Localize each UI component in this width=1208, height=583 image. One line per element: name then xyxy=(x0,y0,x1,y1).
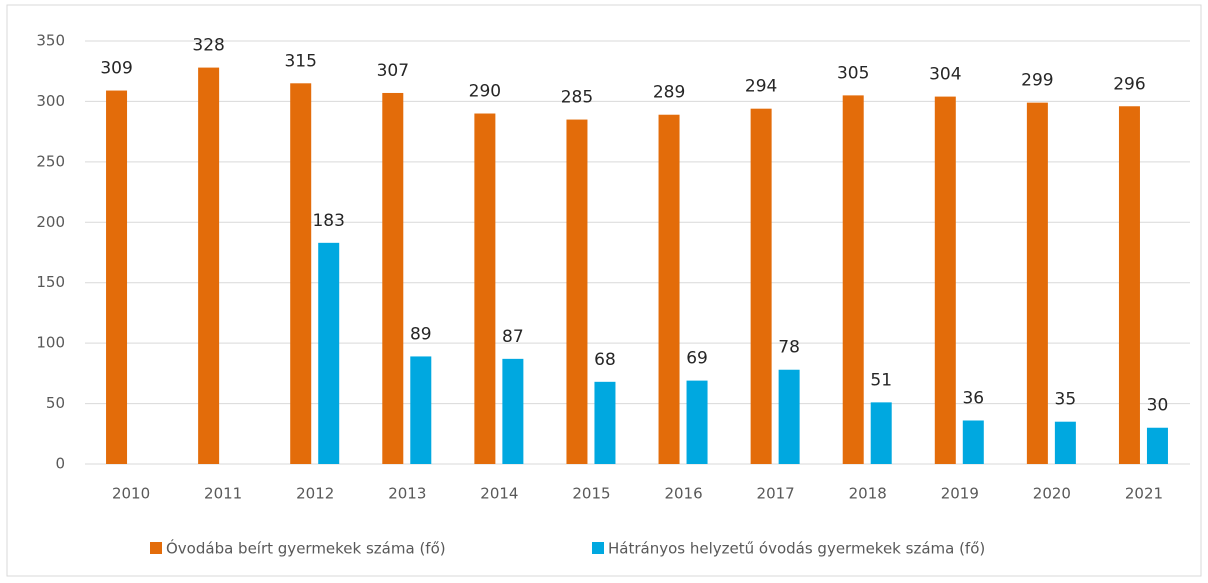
bar xyxy=(410,356,432,464)
x-tick-label: 2017 xyxy=(757,485,795,503)
bar xyxy=(318,242,340,464)
legend-label: Óvodába beírt gyermekek száma (fő) xyxy=(166,539,446,558)
y-tick-label: 250 xyxy=(36,152,65,170)
data-label: 299 xyxy=(1021,71,1053,91)
x-tick-label: 2010 xyxy=(112,485,150,503)
bar xyxy=(1026,102,1048,464)
y-tick-label: 0 xyxy=(55,455,65,473)
x-tick-label: 2016 xyxy=(664,485,702,503)
data-label: 309 xyxy=(100,59,132,79)
data-label: 183 xyxy=(312,211,344,231)
data-label: 51 xyxy=(870,370,892,390)
data-label: 328 xyxy=(192,36,224,56)
x-tick-label: 2012 xyxy=(296,485,334,503)
bar xyxy=(566,119,588,465)
x-tick-label: 2021 xyxy=(1125,485,1163,503)
x-tick-label: 2013 xyxy=(388,485,426,503)
bar xyxy=(686,380,708,464)
bar xyxy=(198,67,220,465)
data-label: 89 xyxy=(410,324,432,344)
x-tick-label: 2019 xyxy=(941,485,979,503)
data-label: 307 xyxy=(377,61,409,81)
y-tick-label: 50 xyxy=(46,394,65,412)
x-tick-label: 2014 xyxy=(480,485,518,503)
y-tick-label: 100 xyxy=(36,334,65,352)
data-label: 294 xyxy=(745,77,777,97)
bar xyxy=(382,92,404,465)
data-label: 315 xyxy=(284,51,316,71)
bar xyxy=(870,402,892,464)
data-label: 36 xyxy=(962,388,984,408)
bar xyxy=(594,381,616,464)
bar xyxy=(290,83,312,465)
bar xyxy=(1118,106,1140,465)
legend-label: Hátrányos helyzetű óvodás gyermekek szám… xyxy=(608,540,985,558)
x-tick-label: 2018 xyxy=(849,485,887,503)
bar xyxy=(658,114,680,465)
data-label: 69 xyxy=(686,349,708,369)
x-tick-label: 2011 xyxy=(204,485,242,503)
x-tick-label: 2020 xyxy=(1033,485,1071,503)
bar xyxy=(502,358,524,464)
bar xyxy=(934,96,956,464)
y-tick-label: 200 xyxy=(36,213,65,231)
legend-swatch xyxy=(592,542,604,554)
y-tick-label: 150 xyxy=(36,273,65,291)
x-tick-label: 2015 xyxy=(572,485,610,503)
bar xyxy=(1054,421,1076,464)
data-label: 68 xyxy=(594,350,616,370)
data-label: 30 xyxy=(1147,396,1169,416)
data-label: 285 xyxy=(561,88,593,108)
bar xyxy=(1146,427,1168,464)
bar xyxy=(750,108,772,465)
data-label: 290 xyxy=(469,82,501,102)
data-label: 296 xyxy=(1113,74,1145,94)
bar xyxy=(962,420,984,464)
y-tick-label: 350 xyxy=(36,32,65,50)
data-label: 78 xyxy=(778,338,800,358)
bar xyxy=(106,90,128,465)
bar xyxy=(842,95,864,464)
data-label: 289 xyxy=(653,83,685,103)
data-label: 304 xyxy=(929,65,961,85)
data-label: 35 xyxy=(1055,390,1077,410)
bar xyxy=(778,369,800,464)
data-label: 87 xyxy=(502,327,524,347)
data-label: 305 xyxy=(837,63,869,83)
bar xyxy=(474,113,496,464)
legend-swatch xyxy=(150,542,162,554)
y-tick-label: 300 xyxy=(36,92,65,110)
